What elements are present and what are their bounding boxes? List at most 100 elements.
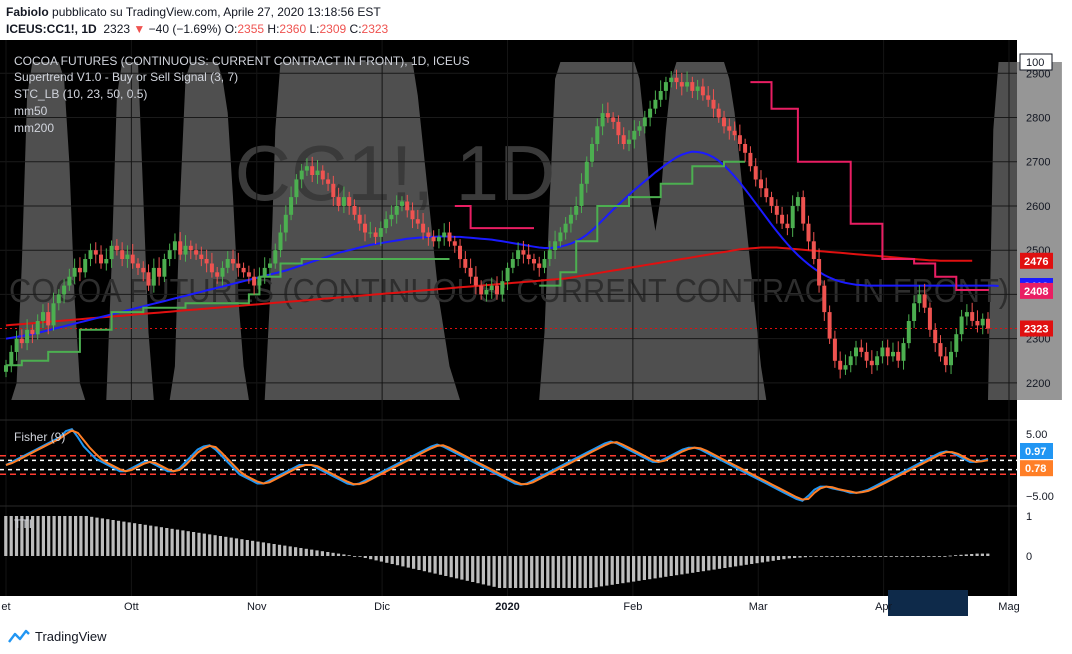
tti-bar	[862, 556, 866, 557]
candle-body	[896, 351, 901, 361]
candle-body	[215, 272, 220, 277]
tti-bar	[294, 547, 298, 556]
tti-bar	[267, 543, 271, 556]
candle-body	[854, 347, 858, 357]
candle-body	[104, 259, 109, 264]
tti-bar	[610, 556, 614, 585]
tti-bar	[653, 556, 657, 579]
price-tag-label: 2476	[1024, 256, 1048, 268]
candle-body	[737, 135, 742, 144]
tti-bar	[192, 532, 196, 556]
candle-body	[774, 206, 779, 215]
high-label: H:	[267, 22, 280, 36]
tti-bar	[315, 550, 319, 556]
fisher-tick-label: 5.00	[1026, 429, 1047, 441]
tti-bar	[390, 556, 394, 564]
tti-bar	[621, 556, 625, 584]
candle-body	[859, 347, 864, 352]
candle-body	[4, 365, 8, 372]
price-tick-label: 2300	[1026, 334, 1050, 346]
candle-body	[151, 267, 156, 286]
candle-body	[885, 347, 890, 357]
candle-body	[114, 245, 119, 251]
time-tick-label: Mar	[749, 601, 768, 613]
tti-bar	[798, 556, 802, 558]
tti-bar	[245, 540, 249, 556]
tti-bar	[669, 556, 673, 576]
tti-bar	[455, 556, 459, 579]
tti-bar	[283, 545, 287, 556]
candle-body	[806, 223, 811, 242]
candle-body	[188, 245, 193, 251]
candle-body	[35, 321, 40, 335]
tti-bar	[964, 554, 968, 556]
tti-bar	[159, 527, 163, 556]
candle-body	[178, 241, 183, 255]
fisher-tick-label: −5.00	[1026, 491, 1054, 503]
candle-body	[964, 312, 969, 317]
open-value: 2355	[237, 22, 265, 36]
tti-bar	[578, 556, 582, 588]
tti-bar	[970, 554, 974, 556]
candle-body	[468, 267, 473, 277]
candle-body	[880, 347, 885, 357]
candle-body	[711, 99, 716, 109]
candle-body	[795, 197, 800, 206]
tti-bar	[127, 522, 131, 556]
tti-bar	[900, 556, 904, 557]
candle-body	[146, 272, 151, 286]
candle-body	[225, 259, 230, 268]
candle-body	[817, 259, 822, 286]
candle-body	[77, 267, 82, 273]
candle-body	[394, 206, 399, 215]
tti-bar	[401, 556, 405, 567]
candle-body	[685, 82, 690, 87]
tti-bar	[524, 556, 528, 588]
tti-bar	[240, 539, 244, 556]
tti-bar	[921, 556, 925, 557]
tti-bar	[717, 556, 722, 569]
candle-body	[51, 303, 56, 326]
candle-body	[93, 250, 98, 255]
tti-bar	[299, 548, 303, 556]
tti-bar	[165, 528, 169, 556]
candle-body	[326, 179, 331, 184]
tti-bar	[256, 541, 260, 556]
chart-canvas[interactable]: CC1!, 1D COCOA FUTURES (CONTINUOUS: CURR…	[0, 40, 1072, 620]
candle-body	[843, 365, 848, 370]
candle-body	[241, 267, 246, 273]
tti-tick-label: 1	[1026, 511, 1032, 523]
candle-body	[748, 152, 753, 167]
symbol: ICEUS:CC1!, 1D	[6, 22, 97, 36]
candle-body	[986, 318, 990, 329]
tti-bar	[20, 516, 24, 556]
tti-bar	[959, 554, 963, 556]
candle-body	[505, 267, 510, 282]
candle-body	[162, 259, 167, 277]
candle-body	[611, 117, 616, 122]
supertrend-line	[539, 160, 746, 287]
tti-bar	[36, 516, 40, 556]
candle-body	[722, 117, 726, 127]
published-text: pubblicato su TradingView.com, Aprile 27…	[52, 5, 381, 19]
publisher-name: Fabiolo	[6, 5, 49, 19]
legend-item: Supertrend V1.0 - Buy or Sell Signal (3,…	[14, 70, 238, 84]
tti-bar	[503, 556, 507, 588]
candle-body	[363, 223, 367, 233]
fisher-trigger-line	[5, 429, 989, 501]
candle-body	[246, 272, 251, 277]
tti-bar	[363, 556, 367, 558]
candle-body	[19, 338, 24, 344]
tti-bar	[471, 556, 475, 582]
price-tick-label: 2200	[1026, 378, 1050, 390]
candle-body	[99, 254, 103, 264]
tti-bar	[14, 516, 19, 556]
tti-bar	[133, 523, 137, 556]
ohlc-line: ICEUS:CC1!, 1D 2323 ▼ −40 (−1.69%) O:235…	[6, 22, 388, 36]
candles-group	[4, 69, 990, 379]
candle-body	[315, 170, 320, 175]
tti-bar	[143, 524, 147, 556]
tti-bar	[79, 516, 83, 556]
candle-body	[563, 223, 568, 233]
tti-bar	[626, 556, 630, 583]
